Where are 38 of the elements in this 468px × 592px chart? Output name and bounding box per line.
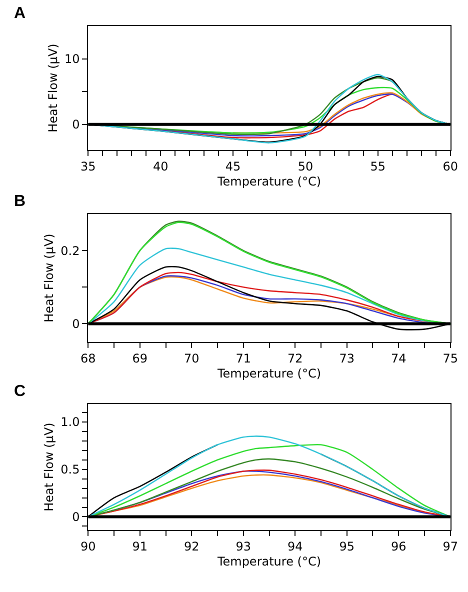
x-tick-label: 95 (339, 539, 355, 554)
x-tick-label: 72 (287, 351, 303, 366)
x-tick-label: 94 (287, 539, 303, 554)
x-tick-label: 92 (184, 539, 200, 554)
x-tick-label: 35 (80, 159, 96, 174)
y-tick-label: 0 (72, 118, 80, 132)
y-tick-label: 0 (72, 316, 80, 331)
y-axis-title: Heat Flow (µV) (42, 422, 56, 512)
x-tick-label: 45 (225, 159, 241, 174)
x-tick-label: 40 (152, 159, 168, 174)
y-axis-title: Heat Flow (µV) (46, 44, 60, 132)
x-tick-label: 74 (390, 351, 406, 366)
x-tick-label: 96 (390, 539, 406, 554)
y-tick-label: 1.0 (60, 415, 80, 430)
x-tick-label: 73 (339, 351, 355, 366)
x-tick-label: 93 (236, 539, 252, 554)
x-tick-label: 69 (132, 351, 148, 366)
chart-title: A (14, 5, 26, 22)
x-tick-label: 97 (442, 539, 458, 554)
y-axis-title: Heat Flow (µV) (42, 234, 56, 322)
chart-title: B (14, 193, 26, 210)
x-tick-label: 91 (132, 539, 148, 554)
x-axis-title: Temperature (°C) (216, 554, 322, 568)
y-tick-label: 0.5 (60, 462, 80, 477)
x-tick-label: 75 (442, 351, 458, 366)
x-tick-label: 50 (298, 159, 314, 174)
x-tick-label: 55 (370, 159, 386, 174)
x-axis-title: Temperature (°C) (216, 366, 322, 380)
x-tick-label: 90 (80, 539, 96, 554)
x-tick-label: 68 (80, 351, 96, 366)
x-tick-label: 70 (184, 351, 200, 366)
y-tick-label: 10 (64, 52, 80, 66)
x-tick-label: 71 (236, 351, 252, 366)
y-tick-label: 0.2 (60, 244, 80, 258)
y-tick-label: 0 (72, 510, 80, 524)
x-axis-title: Temperature (°C) (216, 174, 322, 188)
chart-title: C (14, 383, 26, 400)
x-tick-label: 60 (442, 159, 458, 174)
